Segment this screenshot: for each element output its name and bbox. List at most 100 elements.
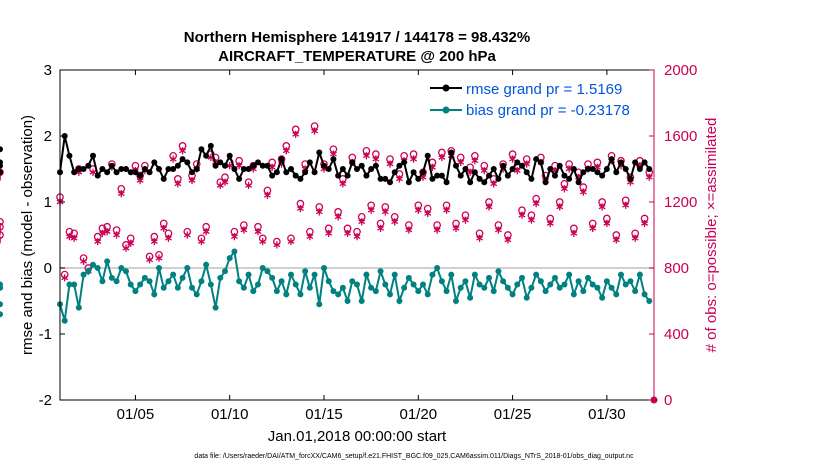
rmse-point: [632, 159, 639, 166]
obs-assimilated-point: [612, 236, 620, 244]
rmse-point: [99, 166, 106, 172]
x-tick-label: 01/05: [117, 406, 155, 423]
bias-point: [99, 278, 106, 285]
obs-assimilated-point: [358, 218, 366, 226]
rmse-point: [0, 162, 3, 169]
rmse-point: [212, 162, 219, 169]
rmse-point: [608, 156, 615, 163]
rmse-point: [618, 159, 624, 166]
rmse-point: [160, 175, 167, 182]
obs-assimilated-point: [61, 274, 69, 282]
rmse-point: [189, 169, 195, 176]
rmse-point: [561, 172, 568, 179]
obs-assimilated-point: [169, 155, 177, 163]
bias-point: [585, 274, 591, 281]
bias-point: [646, 298, 653, 304]
obs-assimilated-point: [306, 233, 314, 241]
legend: rmse grand pr = 1.5169 bias grand pr = -…: [424, 76, 648, 122]
rmse-point: [321, 162, 327, 169]
rmse-point: [415, 175, 422, 182]
bias-point: [387, 291, 393, 298]
rmse-point: [174, 162, 181, 169]
bias-point: [363, 271, 370, 278]
y-axis-label: rmse and bias (model - observation): [19, 115, 36, 355]
obs-assimilated-point: [127, 239, 135, 247]
rmse-point: [278, 156, 285, 163]
obs-assimilated-point: [263, 191, 271, 199]
bias-point: [434, 265, 441, 271]
x-tick-label: 01/25: [494, 406, 532, 423]
bias-point: [297, 291, 304, 298]
bias-point: [170, 271, 177, 278]
obs-assimilated-point: [122, 244, 130, 252]
obs-assimilated-point: [188, 176, 196, 185]
obs-assimilated-point: [103, 228, 111, 236]
rmse-point: [66, 152, 73, 159]
bias-point: [226, 255, 233, 262]
bias-point: [471, 271, 478, 278]
bias-point: [240, 284, 247, 291]
rmse-point: [368, 166, 375, 172]
y2-tick-label: 400: [664, 326, 689, 343]
rmse-point: [575, 179, 582, 186]
bias-point: [203, 261, 210, 268]
obs-assimilated-point: [311, 127, 319, 135]
rmse-point: [448, 149, 455, 156]
rmse-point: [118, 166, 125, 172]
rmse-point: [523, 169, 530, 176]
rmse-point: [580, 169, 587, 176]
rmse-point: [226, 152, 233, 159]
rmse-point: [500, 162, 507, 169]
bias-point: [231, 248, 238, 255]
bias-point: [146, 278, 153, 285]
rmse-point: [193, 166, 200, 172]
obs-assimilated-point: [117, 190, 125, 198]
obs-assimilated-point: [65, 233, 73, 241]
bias-point: [184, 265, 191, 271]
bias-point: [424, 291, 431, 298]
rmse-point: [151, 159, 158, 166]
bias-point: [292, 281, 299, 288]
rmse-point: [354, 166, 360, 172]
bias-point: [420, 281, 426, 288]
obs-assimilated-point: [622, 201, 630, 209]
bias-point: [476, 281, 483, 288]
rmse-point: [547, 166, 554, 172]
bias-point: [193, 291, 200, 298]
rmse-point: [589, 166, 596, 172]
bias-point: [212, 304, 219, 311]
obs-assimilated-point: [532, 200, 540, 208]
bias-point: [608, 284, 615, 291]
obs-assimilated-point: [424, 209, 432, 218]
obs-assimilated-point: [240, 226, 248, 234]
bias-point: [443, 288, 450, 295]
bias-point: [335, 291, 342, 298]
obs-assimilated-point: [245, 181, 253, 190]
obs-assimilated-point: [292, 130, 300, 138]
bias-point: [547, 281, 554, 288]
rmse-point: [104, 169, 111, 176]
bias-point: [316, 301, 323, 308]
obs-assimilated-point: [603, 219, 611, 228]
bias-point: [0, 301, 3, 308]
obs-assimilated-point: [89, 168, 97, 176]
y-tick-label: 2: [44, 128, 52, 145]
obs-assimilated-point: [410, 155, 418, 163]
bias-point: [269, 274, 276, 281]
bias-point: [514, 281, 521, 288]
rmse-point: [382, 175, 389, 182]
rmse-point: [401, 159, 408, 166]
bias-point: [113, 278, 120, 285]
bias-point: [127, 281, 134, 288]
series-rmse: [0, 133, 653, 186]
obs-assimilated-point: [598, 203, 606, 211]
bias-point: [533, 271, 540, 278]
bias-point: [457, 284, 464, 291]
bias-point: [622, 281, 629, 288]
rmse-point: [90, 152, 96, 159]
bias-point: [118, 265, 125, 271]
obs-assimilated-point: [405, 226, 413, 234]
legend-label-bias: bias grand pr = -0.23178: [466, 102, 630, 119]
bias-point: [349, 278, 356, 285]
rmse-point: [184, 159, 191, 166]
